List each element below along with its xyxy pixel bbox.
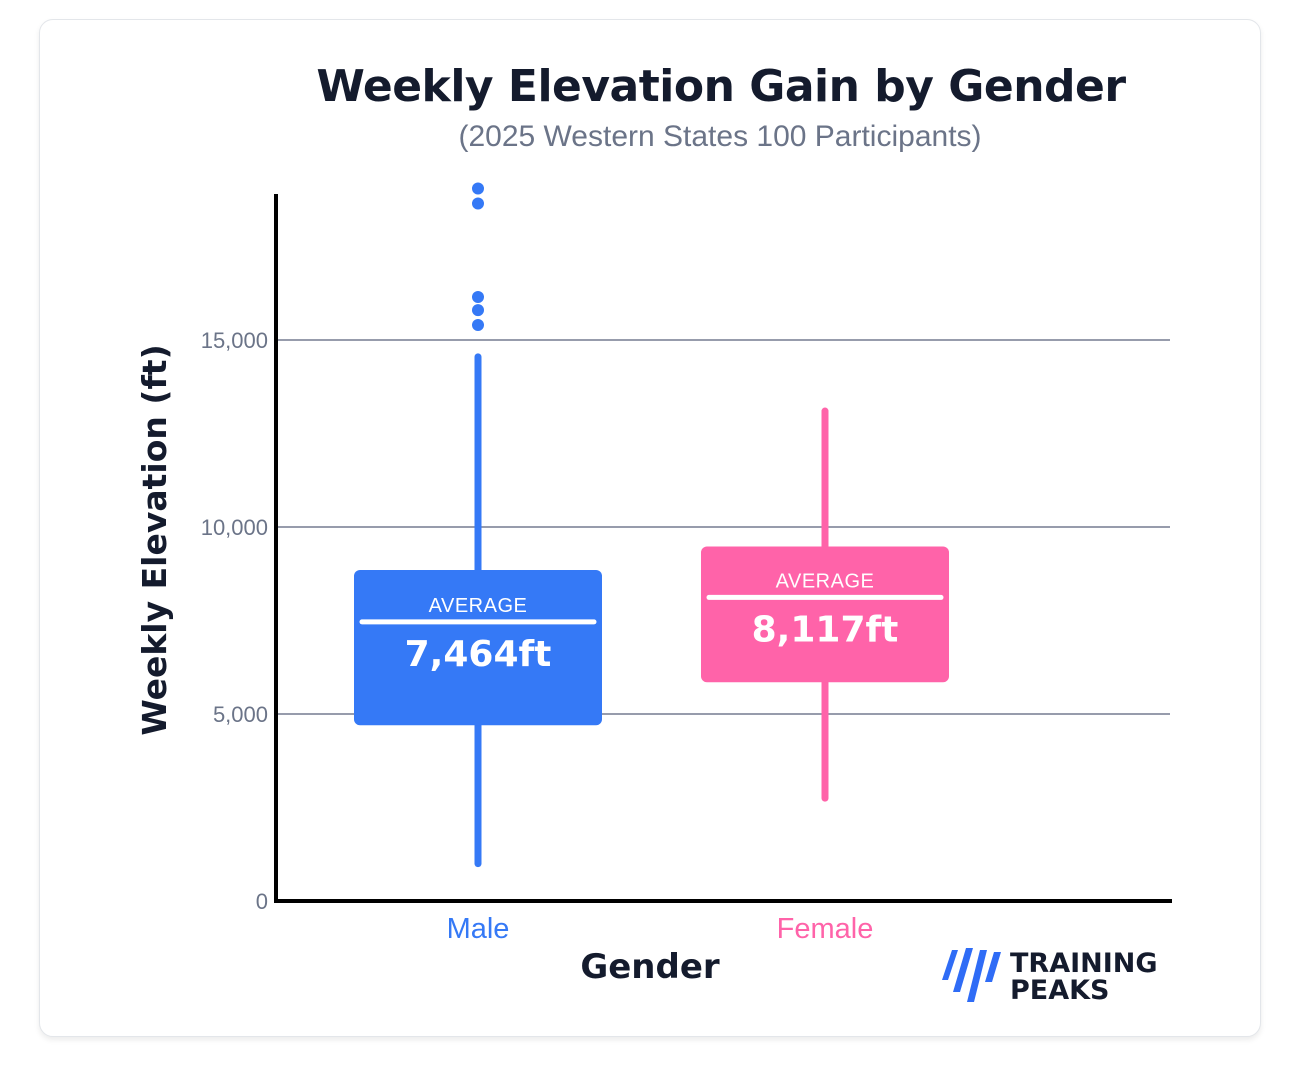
trainingpeaks-logo-icon <box>942 948 1001 1002</box>
male-outlier-point <box>472 319 484 332</box>
y-axis-label: Weekly Elevation (ft) <box>135 344 174 735</box>
female-average-caption: AVERAGE <box>776 570 875 592</box>
y-tick-label: 15,000 <box>201 328 268 353</box>
male-outlier-point <box>472 290 484 303</box>
trainingpeaks-logo: TRAINING PEAKS <box>942 948 1158 1004</box>
male-average-caption: AVERAGE <box>429 595 528 617</box>
logo-text-peaks: PEAKS <box>1010 975 1110 1004</box>
y-tick-label: 10,000 <box>201 515 268 540</box>
male-box <box>354 570 602 726</box>
male-outlier-point <box>472 197 484 210</box>
logo-text-training: TRAINING <box>1010 948 1158 979</box>
female-category-label: Female <box>777 913 874 945</box>
chart-title: Weekly Elevation Gain by Gender <box>316 61 1126 112</box>
male-outlier-point <box>472 304 484 317</box>
chart-subtitle: (2025 Western States 100 Participants) <box>458 120 982 153</box>
y-tick-label: 0 <box>256 889 268 914</box>
female-box <box>701 546 949 683</box>
male-outlier-point <box>472 182 484 195</box>
x-axis-label: Gender <box>580 947 720 987</box>
chart-card <box>39 19 1261 1037</box>
y-tick-label: 5,000 <box>213 702 268 727</box>
male-category-label: Male <box>447 913 510 945</box>
female-average-value: 8,117ft <box>752 609 899 650</box>
male-average-value: 7,464ft <box>405 634 552 675</box>
